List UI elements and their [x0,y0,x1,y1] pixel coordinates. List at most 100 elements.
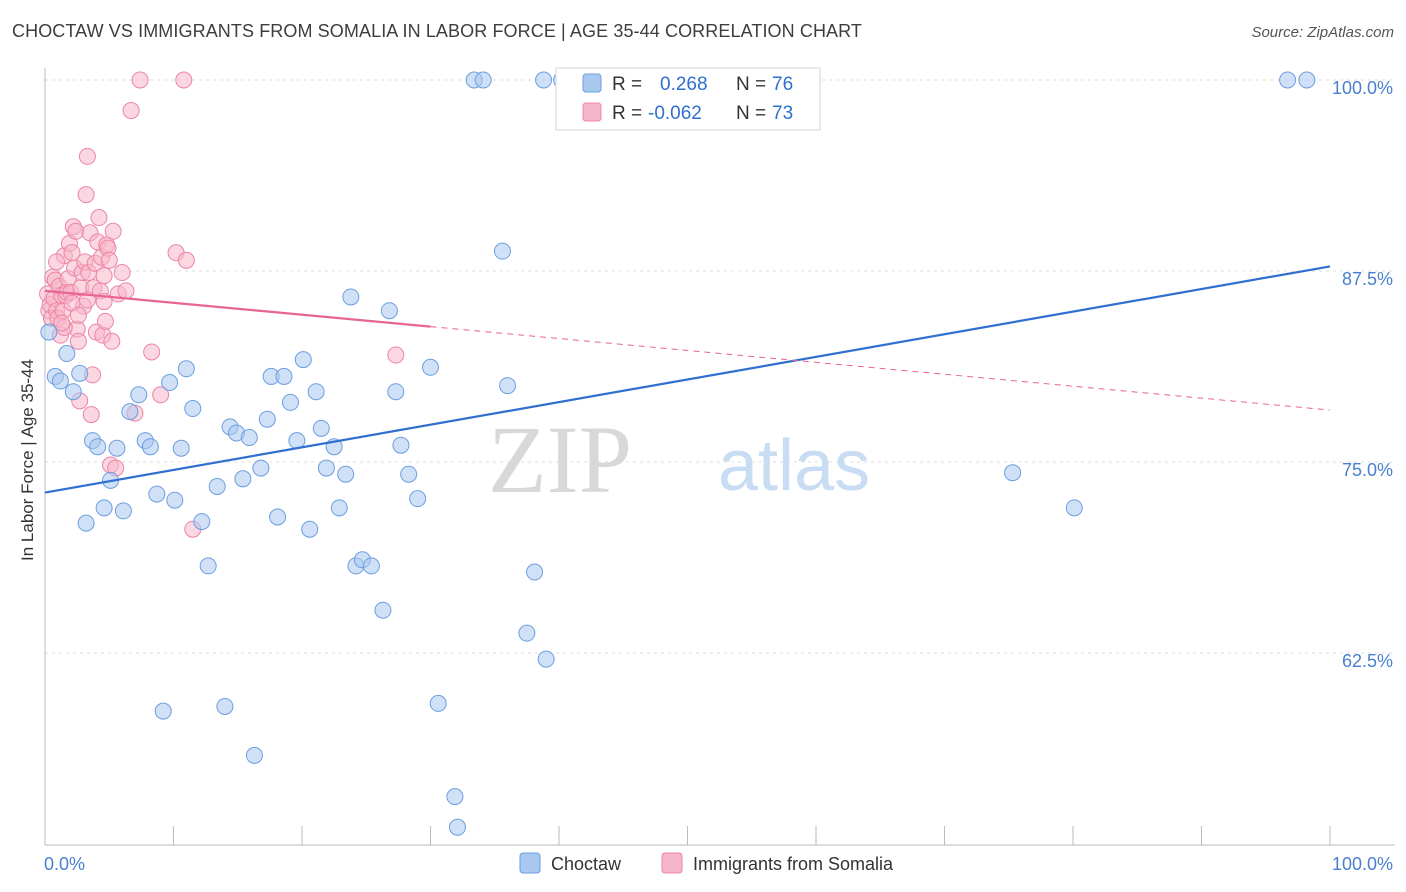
data-point [199,557,217,575]
trend-lines [44,265,1331,494]
data-point [58,345,76,363]
legend-somalia-swatch [661,852,683,874]
data-point [67,222,85,240]
watermark: ZIP atlas [488,406,870,513]
data-point [166,491,184,509]
data-point [216,697,234,715]
legend-n-value-blue: 76 [772,74,793,95]
data-point [409,490,427,508]
chart-title: CHOCTAW VS IMMIGRANTS FROM SOMALIA IN LA… [12,21,863,41]
data-point [175,71,193,89]
data-point [446,788,464,806]
watermark-atlas: atlas [718,426,870,506]
data-point [1004,464,1022,482]
data-point [317,459,335,477]
data-point [269,508,287,526]
data-point [69,332,87,350]
data-point [474,71,492,89]
data-point [1279,71,1297,89]
stats-legend: R = 0.268 N = 76 R = -0.062 N = 73 [555,67,821,131]
data-point [1298,71,1316,89]
data-point [122,102,140,120]
data-point [130,386,148,404]
data-point [143,343,161,361]
data-point [518,624,536,642]
legend-choctaw-label: Choctaw [551,854,622,874]
data-point [307,383,325,401]
data-point [141,438,159,456]
data-point [429,694,447,712]
data-point [252,459,270,477]
data-point [342,288,360,306]
legend-r-value-blue: 0.268 [660,74,708,95]
series-legend: Choctaw Immigrants from Somalia [519,852,894,874]
data-point [177,360,195,378]
data-point [493,242,511,260]
legend-r-label-blue: R = [612,74,642,95]
axes [44,68,1395,846]
data-point [96,312,114,330]
data-point [422,358,439,376]
data-point [330,499,348,517]
data-point [108,439,126,457]
data-point [103,332,121,350]
data-point [104,222,122,240]
legend-r-value-pink: -0.062 [648,103,702,124]
data-point [337,465,355,483]
y-tick-label: 75.0% [1342,460,1393,480]
legend-n-label-pink: N = [736,103,766,124]
trend-line-somalia [44,289,431,328]
data-point [392,436,410,454]
data-point [294,351,312,369]
data-point [312,419,330,437]
data-point [362,557,380,575]
gridlines [45,79,1395,654]
data-point [374,601,392,619]
data-point [78,147,96,165]
data-point [77,514,95,532]
data-point [400,465,418,483]
data-point [82,406,100,424]
data-point [387,383,405,401]
data-point [275,367,293,385]
data-point [208,477,226,495]
legend-choctaw-swatch [519,852,541,874]
x-tick-label: 100.0% [1332,854,1393,874]
data-point [95,267,113,285]
y-tick-label: 62.5% [1342,651,1393,671]
data-point [152,386,170,404]
legend-swatch-blue [582,73,602,93]
legend-r-label-pink: R = [612,103,642,124]
data-point [113,264,131,282]
trend-line-somalia-extension [430,326,1331,411]
data-point [90,209,108,227]
data-point [40,323,58,341]
legend-somalia-label: Immigrants from Somalia [693,854,894,874]
data-point [535,71,553,89]
data-point [121,403,139,421]
y-tick-label: 87.5% [1342,269,1393,289]
data-point [301,520,319,538]
data-point [258,410,276,428]
data-point [117,282,135,300]
data-point [51,372,69,390]
data-point [100,251,118,269]
data-point [380,302,398,320]
data-point [161,374,179,392]
data-point [1065,499,1083,517]
data-point [131,71,149,89]
data-point [71,364,89,382]
data-point [245,746,263,764]
data-point [240,429,258,447]
tick-labels: 62.5% 75.0% 87.5% 100.0% 0.0% 100.0% [44,78,1393,874]
data-point [499,377,517,395]
data-point [148,485,166,503]
data-point [281,393,299,411]
data-point [177,251,195,269]
blue-series-points [40,71,1316,836]
data-point [193,513,211,531]
data-point [172,439,190,457]
data-point [387,346,405,364]
x-tick-label: 0.0% [44,854,85,874]
data-point [77,186,95,204]
